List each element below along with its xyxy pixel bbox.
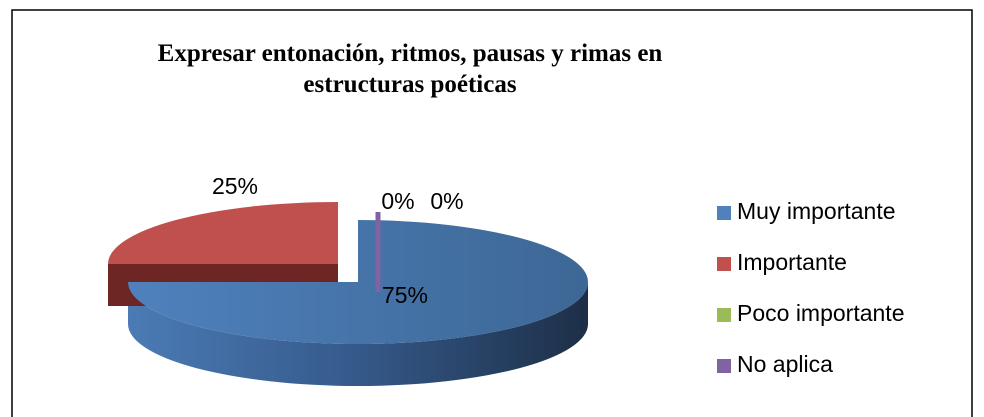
chart-title: Expresar entonación, ritmos, pausas y ri… bbox=[157, 40, 663, 98]
legend-swatch bbox=[717, 257, 731, 271]
data-label: 0% bbox=[430, 188, 463, 214]
slice bbox=[108, 202, 338, 264]
legend-swatch bbox=[717, 206, 731, 220]
legend-swatch bbox=[717, 359, 731, 373]
data-label: 0% bbox=[381, 188, 414, 214]
data-label: 75% bbox=[382, 282, 428, 308]
chart-border bbox=[11, 9, 973, 417]
legend-label: Muy importante bbox=[737, 198, 896, 224]
legend-label: Importante bbox=[737, 249, 847, 275]
slice bbox=[128, 220, 588, 344]
legend-label: Poco importante bbox=[737, 300, 904, 326]
slice-side bbox=[128, 282, 588, 386]
legend-swatch bbox=[717, 308, 731, 322]
legend-label: No aplica bbox=[737, 351, 833, 377]
data-label: 25% bbox=[212, 173, 258, 199]
